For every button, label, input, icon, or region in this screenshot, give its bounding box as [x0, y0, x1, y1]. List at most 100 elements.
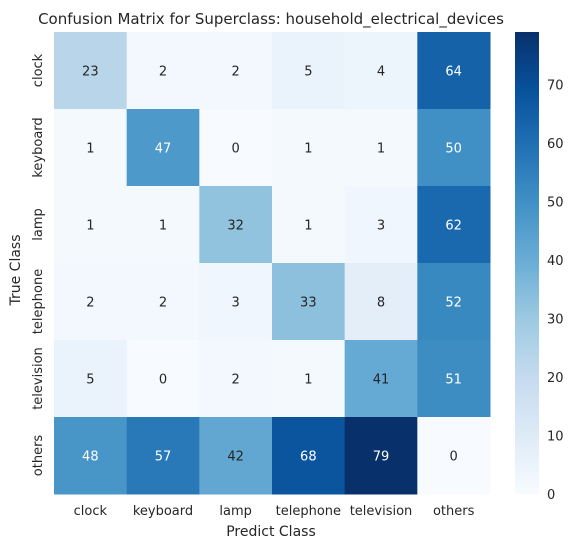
cell-value-label: 2 [232, 373, 240, 388]
x-tick-label: keyboard [133, 504, 193, 519]
heatmap-cell [344, 263, 418, 341]
y-axis-label: True Class [8, 234, 24, 306]
cell-value-label: 0 [450, 450, 458, 465]
cell-value-label: 32 [227, 219, 244, 234]
colorbar-tick-label: 40 [547, 254, 564, 269]
heatmap-cell [417, 417, 491, 495]
heatmap-cell [272, 32, 346, 110]
heatmap-cell [126, 340, 200, 418]
heatmap-cell [54, 32, 128, 110]
heatmap-cell [344, 340, 418, 418]
colorbar-tick-labels: 0 10 20 30 40 50 60 70 [547, 79, 564, 503]
colorbar-tick-label: 0 [547, 488, 555, 503]
cell-value-label: 64 [445, 65, 462, 80]
heatmap-cell [126, 186, 200, 264]
cell-value-label: 23 [82, 65, 99, 80]
heatmap-cell [54, 186, 128, 264]
colorbar-tick-label: 10 [547, 430, 564, 445]
x-tick-label: television [350, 504, 413, 519]
x-tick-label: lamp [219, 504, 252, 519]
x-tick-label: others [433, 504, 475, 519]
cell-value-label: 1 [159, 219, 167, 234]
chart-title: Confusion Matrix for Superclass: househo… [38, 10, 504, 29]
cell-value-label: 1 [86, 219, 94, 234]
cell-value-label: 2 [86, 296, 94, 311]
cell-value-label: 3 [377, 219, 385, 234]
cell-value-label: 52 [445, 296, 462, 311]
heatmap-cell [54, 340, 128, 418]
y-tick-label: others [31, 435, 46, 477]
heatmap-cell [344, 186, 418, 264]
cell-value-label: 2 [159, 65, 167, 80]
heatmap-cell [199, 32, 273, 110]
colorbar-tick-label: 70 [547, 79, 564, 94]
colorbar-tick-label: 50 [547, 196, 564, 211]
cell-value-label: 0 [232, 142, 240, 157]
colorbar [515, 32, 539, 494]
cell-value-label: 1 [304, 373, 312, 388]
cell-value-labels: 23 2 2 5 4 641 47 0 1 1 501 1 32 1 3 622 2 3 33 8 525 0 2 1 41 51… [82, 65, 462, 465]
heatmap-cell [344, 32, 418, 110]
heatmap-cell [126, 417, 200, 495]
heatmap-cell [272, 263, 346, 341]
heatmap-cell [417, 186, 491, 264]
heatmap-cell [272, 417, 346, 495]
heatmap-cell [344, 417, 418, 495]
heatmap-cell [199, 417, 273, 495]
heatmap-cell [417, 32, 491, 110]
cell-value-label: 8 [377, 296, 385, 311]
cell-value-label: 1 [86, 142, 94, 157]
cell-value-label: 0 [159, 373, 167, 388]
y-tick-label: television [31, 347, 46, 410]
cell-value-label: 33 [300, 296, 317, 311]
heatmap-cell [126, 263, 200, 341]
heatmap-cell [126, 109, 200, 187]
cell-value-label: 68 [300, 450, 317, 465]
x-tick-label: clock [74, 504, 108, 519]
cell-value-label: 5 [304, 65, 312, 80]
cell-value-label: 57 [155, 450, 172, 465]
cell-value-label: 5 [86, 373, 94, 388]
x-axis-label: Predict Class [226, 524, 316, 540]
cell-value-label: 1 [377, 142, 385, 157]
cell-value-label: 1 [304, 219, 312, 234]
cell-value-label: 3 [232, 296, 240, 311]
heatmap-cell [54, 417, 128, 495]
heatmap-cell [199, 109, 273, 187]
y-tick-label: lamp [31, 208, 46, 241]
heatmap-cell [344, 109, 418, 187]
x-tick-labels: clock keyboard lamp telephone television othe… [74, 504, 475, 519]
heatmap-cell [126, 32, 200, 110]
y-tick-labels: clock keyboard lamp telephone television othe… [31, 53, 46, 476]
colorbar-tick-label: 20 [547, 371, 564, 386]
heatmap-cell [199, 263, 273, 341]
heatmap-cell [417, 340, 491, 418]
heatmap-cells [54, 32, 491, 495]
heatmap-cell [272, 109, 346, 187]
cell-value-label: 50 [445, 142, 462, 157]
heatmap-cell [199, 340, 273, 418]
cell-value-label: 42 [227, 450, 244, 465]
cell-value-label: 2 [159, 296, 167, 311]
colorbar-tick-label: 60 [547, 137, 564, 152]
cell-value-label: 62 [445, 219, 462, 234]
y-tick-label: clock [31, 53, 46, 87]
heatmap-cell [417, 109, 491, 187]
cell-value-label: 1 [304, 142, 312, 157]
heatmap-cell [272, 340, 346, 418]
cell-value-label: 51 [445, 373, 462, 388]
heatmap-cell [54, 109, 128, 187]
heatmap-cell [199, 186, 273, 264]
cell-value-label: 47 [155, 142, 172, 157]
y-tick-label: telephone [31, 269, 46, 334]
cell-value-label: 4 [377, 65, 385, 80]
heatmap-cell [272, 186, 346, 264]
y-tick-label: keyboard [31, 117, 46, 177]
heatmap-cell [54, 263, 128, 341]
cell-value-label: 41 [373, 373, 390, 388]
cell-value-label: 48 [82, 450, 99, 465]
cell-value-label: 2 [232, 65, 240, 80]
cell-value-label: 79 [373, 450, 390, 465]
